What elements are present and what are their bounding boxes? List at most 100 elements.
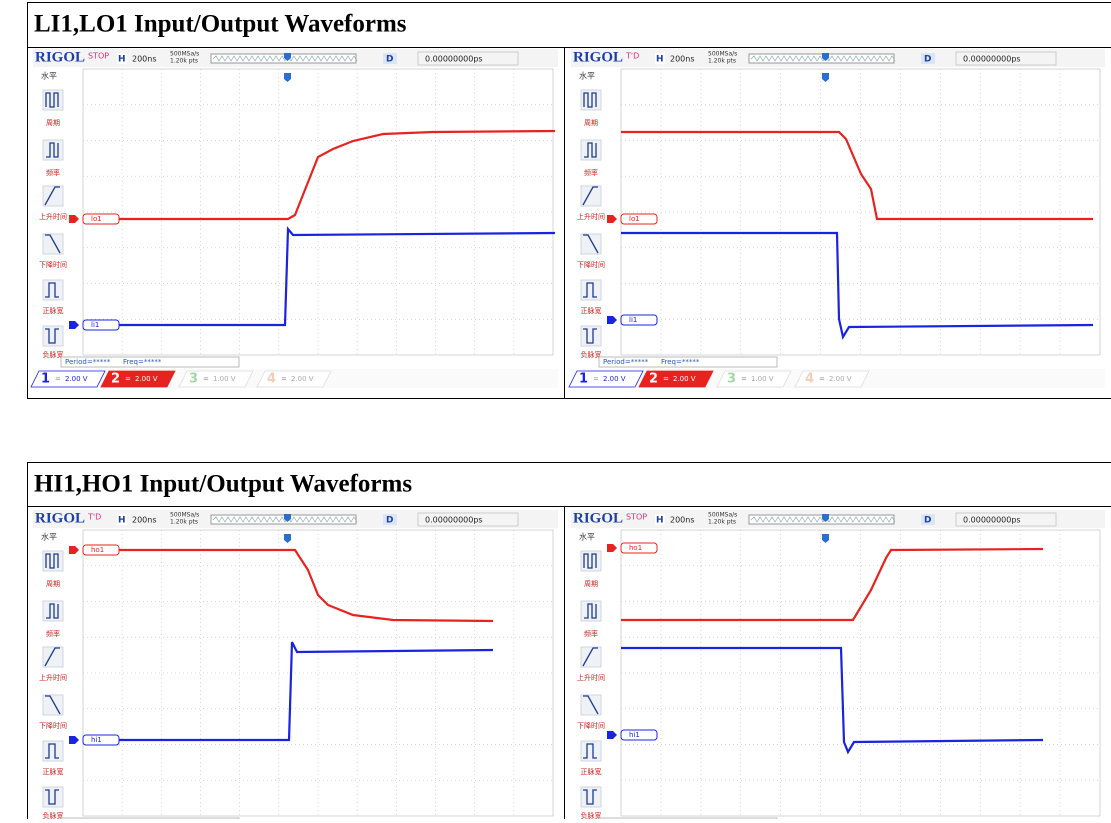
channel-coupling: = [203, 375, 209, 383]
timebase-label: H [656, 516, 664, 526]
delay: 0.00000000ps [963, 55, 1021, 64]
memory-depth: 1.20k pts [708, 519, 736, 526]
plot-area [621, 530, 1100, 816]
run-status: STOP [88, 52, 109, 61]
menu-item: 正脉宽 [581, 767, 602, 776]
trace-name: li1 [629, 316, 637, 324]
menu-title: 水平 [41, 71, 57, 81]
channel-number: 2 [649, 372, 658, 387]
channel-number: 3 [727, 372, 736, 387]
channel-number: 3 [189, 372, 198, 387]
channel-scale: 2.00 V [829, 375, 852, 383]
plot-area [621, 69, 1100, 355]
menu-item: 周期 [584, 580, 598, 588]
channel-coupling: = [281, 375, 287, 383]
channel-scale: 2.00 V [291, 375, 314, 383]
sample-rate: 500MSa/s [708, 51, 737, 58]
menu-item: 频率 [584, 629, 598, 638]
period: Period=***** [65, 358, 111, 366]
menu-item: 频率 [584, 168, 598, 177]
channel-coupling: = [593, 375, 599, 383]
frequency: Freq=***** [661, 358, 700, 366]
sample-rate: 500MSa/s [170, 51, 199, 58]
menu-icon-frame [43, 695, 63, 715]
timebase-label: H [118, 516, 126, 526]
delay: 0.00000000ps [425, 55, 483, 64]
channel-scale: 2.00 V [673, 375, 696, 383]
menu-item: 负脉宽 [43, 811, 64, 819]
trace-name: ho1 [91, 546, 104, 554]
menu-item: 正脉宽 [43, 767, 64, 776]
channel-scale: 2.00 V [135, 375, 158, 383]
delay: 0.00000000ps [425, 516, 483, 525]
timebase-label: H [656, 55, 664, 65]
menu-item: 周期 [46, 580, 60, 588]
menu-icon-frame [581, 234, 601, 254]
delay-label: D [386, 516, 393, 526]
menu-item: 下降时间 [39, 721, 67, 730]
menu-item: 频率 [46, 629, 60, 638]
menu-item: 周期 [584, 119, 598, 127]
channel-coupling: = [663, 375, 669, 383]
menu-icon-frame [43, 234, 63, 254]
delay-label: D [386, 55, 393, 65]
menu-item: 负脉宽 [581, 350, 602, 359]
timebase: 200ns [132, 55, 157, 64]
channel-coupling: = [125, 375, 131, 383]
delay: 0.00000000ps [963, 516, 1021, 525]
channel-scale: 2.00 V [603, 375, 626, 383]
sample-rate: 500MSa/s [170, 512, 199, 519]
menu-item: 周期 [46, 119, 60, 127]
channel-number: 4 [805, 372, 814, 387]
memory-depth: 1.20k pts [170, 519, 198, 526]
menu-title: 水平 [579, 71, 595, 81]
channel-number: 2 [111, 372, 120, 387]
channel-scale: 1.00 V [213, 375, 236, 383]
menu-item: 频率 [46, 168, 60, 177]
menu-item: 上升时间 [577, 212, 605, 221]
menu-title: 水平 [41, 532, 57, 542]
menu-item: 负脉宽 [581, 811, 602, 819]
menu-item: 下降时间 [577, 721, 605, 730]
brand: RIGOL [573, 510, 623, 526]
trace-name: li1 [91, 321, 99, 329]
run-status: T'D [87, 513, 101, 522]
trace-name: hi1 [91, 736, 102, 744]
run-status: T'D [625, 52, 639, 61]
brand: RIGOL [35, 49, 85, 65]
frequency: Freq=***** [123, 358, 162, 366]
plot-area [83, 69, 553, 355]
trace-tag [83, 320, 119, 330]
menu-icon-frame [581, 695, 601, 715]
menu-title: 水平 [579, 532, 595, 542]
delay-label: D [924, 516, 931, 526]
memory-depth: 1.20k pts [170, 58, 198, 65]
channel-coupling: = [741, 375, 747, 383]
trace-name: lo1 [629, 215, 640, 223]
timebase: 200ns [670, 55, 695, 64]
menu-item: 正脉宽 [43, 306, 64, 315]
trace-name: ho1 [629, 544, 642, 552]
timebase-label: H [118, 55, 126, 65]
menu-item: 上升时间 [39, 673, 67, 682]
plot-area [83, 530, 553, 816]
menu-item: 上升时间 [577, 673, 605, 682]
brand: RIGOL [573, 49, 623, 65]
memory-depth: 1.20k pts [708, 58, 736, 65]
timebase: 200ns [132, 516, 157, 525]
section-title: LI1,LO1 Input/Output Waveforms [34, 11, 407, 38]
section-title: HI1,HO1 Input/Output Waveforms [34, 471, 412, 498]
brand: RIGOL [35, 510, 85, 526]
timebase: 200ns [670, 516, 695, 525]
menu-item: 下降时间 [577, 260, 605, 269]
channel-scale: 1.00 V [751, 375, 774, 383]
channel-number: 4 [267, 372, 276, 387]
trace-tag [621, 315, 657, 325]
period: Period=***** [603, 358, 649, 366]
delay-label: D [924, 55, 931, 65]
trace-name: lo1 [91, 215, 102, 223]
trace-name: hi1 [629, 731, 640, 739]
channel-number: 1 [41, 372, 50, 387]
